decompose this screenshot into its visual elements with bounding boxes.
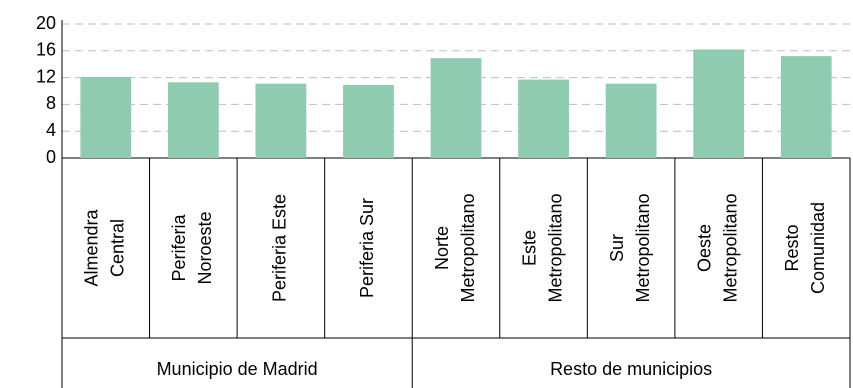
bar: [605, 83, 657, 158]
bar: [430, 58, 482, 158]
x-tick-label: Norte: [432, 226, 452, 270]
bar: [518, 79, 569, 158]
x-tick-label: Periferia Sur: [357, 198, 377, 298]
x-tick-label: Noroeste: [195, 211, 215, 284]
y-tick-label: 20: [36, 13, 56, 33]
bar: [255, 83, 307, 158]
y-tick-label: 4: [46, 120, 56, 140]
x-tick-label: Sur: [607, 234, 627, 262]
x-tick-label: Periferia Este: [270, 194, 290, 302]
x-tick-label: Resto: [782, 224, 802, 271]
y-tick-label: 0: [46, 147, 56, 167]
bar: [780, 56, 832, 158]
bar: [80, 76, 132, 158]
x-tick-label: Metropolitano: [458, 193, 478, 302]
y-tick-label: 12: [36, 66, 56, 86]
x-tick-label: Este: [519, 230, 539, 266]
x-tick-label: Metropolitano: [633, 193, 653, 302]
x-tick-label: Central: [108, 219, 128, 277]
x-tick-label: Periferia: [169, 214, 189, 282]
bar: [167, 82, 219, 158]
group-label: Municipio de Madrid: [157, 359, 318, 379]
x-tick-label: Almendra: [82, 208, 102, 286]
bar: [343, 84, 394, 158]
x-tick-label: Metropolitano: [545, 193, 565, 302]
bar: [693, 49, 745, 158]
y-tick-label: 16: [36, 40, 56, 60]
y-tick-label: 8: [46, 93, 56, 113]
x-tick-label: Comunidad: [808, 202, 828, 294]
group-label: Resto de municipios: [550, 359, 712, 379]
x-tick-label: Metropolitano: [720, 193, 740, 302]
x-tick-label: Oeste: [694, 224, 714, 272]
